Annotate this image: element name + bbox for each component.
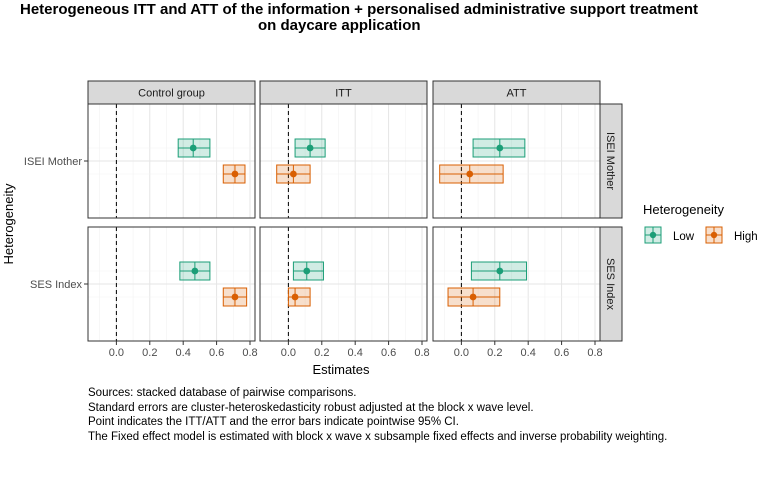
estimate-point-low: [306, 144, 314, 152]
y-tick-label: SES Index: [30, 279, 82, 291]
estimate-point-low: [191, 267, 199, 275]
estimate-point-high: [231, 293, 239, 301]
estimate-point-low: [496, 144, 504, 152]
x-tick-label: 0.4: [176, 347, 191, 359]
panel-border: [259, 103, 428, 219]
panel-border: [432, 226, 601, 342]
legend-title: Heterogeneity: [643, 202, 724, 217]
x-tick-label: 0.0: [454, 347, 469, 359]
x-tick-label: 0.6: [554, 347, 569, 359]
x-tick-label: 0.0: [281, 347, 296, 359]
x-tick-label: 0.8: [242, 347, 257, 359]
x-tick-label: 0.2: [142, 347, 157, 359]
facet-row-strip-label: SES Index: [604, 258, 616, 310]
y-tick-label: ISEI Mother: [24, 156, 82, 168]
panel-border: [259, 226, 428, 342]
x-tick-label: 0.8: [414, 347, 429, 359]
facet-strip-label: ITT: [335, 88, 352, 100]
x-tick-label: 0.4: [521, 347, 536, 359]
estimate-point-high: [466, 170, 474, 178]
x-tick-label: 0.2: [314, 347, 329, 359]
x-axis-title: Estimates: [312, 362, 370, 377]
estimate-point-low: [303, 267, 311, 275]
x-tick-label: 0.8: [587, 347, 602, 359]
facet-strip-label: Control group: [138, 88, 205, 100]
legend-key-point: [649, 231, 657, 239]
x-tick-label: 0.4: [348, 347, 363, 359]
panel-border: [432, 103, 601, 219]
caption-line: Standard errors are cluster-heteroskedas…: [88, 401, 534, 414]
y-axis-title: Heterogeneity: [1, 183, 16, 264]
chart-title: Heterogeneous ITT and ATT of the informa…: [0, 0, 768, 40]
chart-title-line-1: Heterogeneous ITT and ATT of the informa…: [19, 1, 698, 18]
legend-key-point: [710, 231, 718, 239]
chart-caption: Sources: stacked database of pairwise co…: [88, 386, 667, 444]
facet-row-strip-label: ISEI Mother: [604, 132, 616, 190]
caption-line: The Fixed effect model is estimated with…: [88, 430, 668, 443]
x-tick-label: 0.6: [381, 347, 396, 359]
legend-label-low: Low: [673, 231, 695, 243]
estimate-point-high: [231, 170, 239, 178]
chart-title-line-2: on daycare application: [258, 17, 421, 34]
x-tick-label: 0.2: [487, 347, 502, 359]
estimate-point-low: [496, 267, 504, 275]
caption-line: Sources: stacked database of pairwise co…: [88, 387, 357, 399]
x-tick-label: 0.0: [109, 347, 124, 359]
estimate-point-high: [469, 293, 477, 301]
facet-strip-label: ATT: [507, 88, 527, 100]
estimate-point-high: [291, 293, 299, 301]
estimate-point-low: [189, 144, 197, 152]
estimate-point-high: [290, 170, 297, 178]
legend-label-high: High: [734, 231, 758, 243]
x-tick-label: 0.6: [209, 347, 224, 359]
caption-line: Point indicates the ITT/ATT and the erro…: [88, 416, 459, 429]
